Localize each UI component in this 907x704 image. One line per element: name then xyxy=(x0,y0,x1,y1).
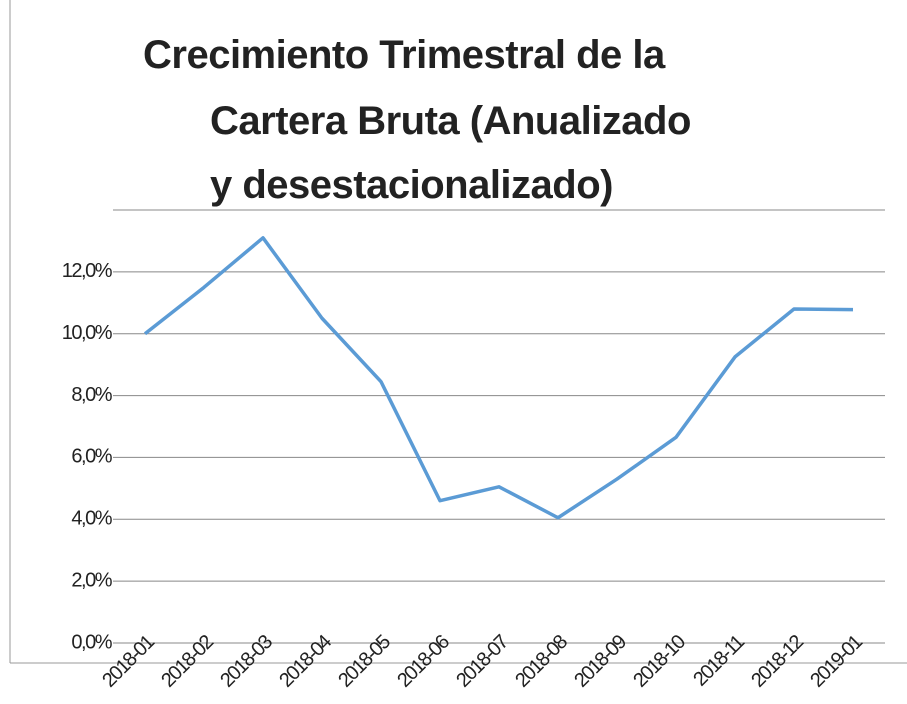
x-tick-label: 2018-11 xyxy=(689,631,749,691)
y-tick-label: 0,0% xyxy=(71,631,112,653)
x-tick-label: 2018-09 xyxy=(570,631,631,692)
x-tick-label: 2018-10 xyxy=(629,631,690,692)
chart-title: y desestacionalizado) xyxy=(210,163,613,207)
y-tick-label: 6,0% xyxy=(71,446,112,468)
x-tick-label: 2018-12 xyxy=(747,631,808,692)
y-tick-label: 8,0% xyxy=(71,384,112,406)
chart-title: Crecimiento Trimestral de la xyxy=(143,33,666,77)
data-line xyxy=(143,236,854,520)
x-tick-label: 2018-08 xyxy=(511,631,572,692)
y-tick-label: 4,0% xyxy=(71,508,112,530)
y-tick-label: 12,0% xyxy=(62,260,113,282)
y-tick-label: 2,0% xyxy=(71,569,112,591)
x-tick-label: 2018-05 xyxy=(334,631,395,692)
y-tick-label: 10,0% xyxy=(62,322,113,344)
x-tick-label: 2018-07 xyxy=(452,631,513,692)
x-tick-label: 2019-01 xyxy=(806,631,867,692)
chart-title: Cartera Bruta (Anualizado xyxy=(210,99,691,143)
x-tick-label: 2018-02 xyxy=(157,631,218,692)
x-tick-label: 2018-03 xyxy=(216,631,277,692)
x-tick-label: 2018-04 xyxy=(275,631,336,692)
x-tick-label: 2018-06 xyxy=(393,631,454,692)
